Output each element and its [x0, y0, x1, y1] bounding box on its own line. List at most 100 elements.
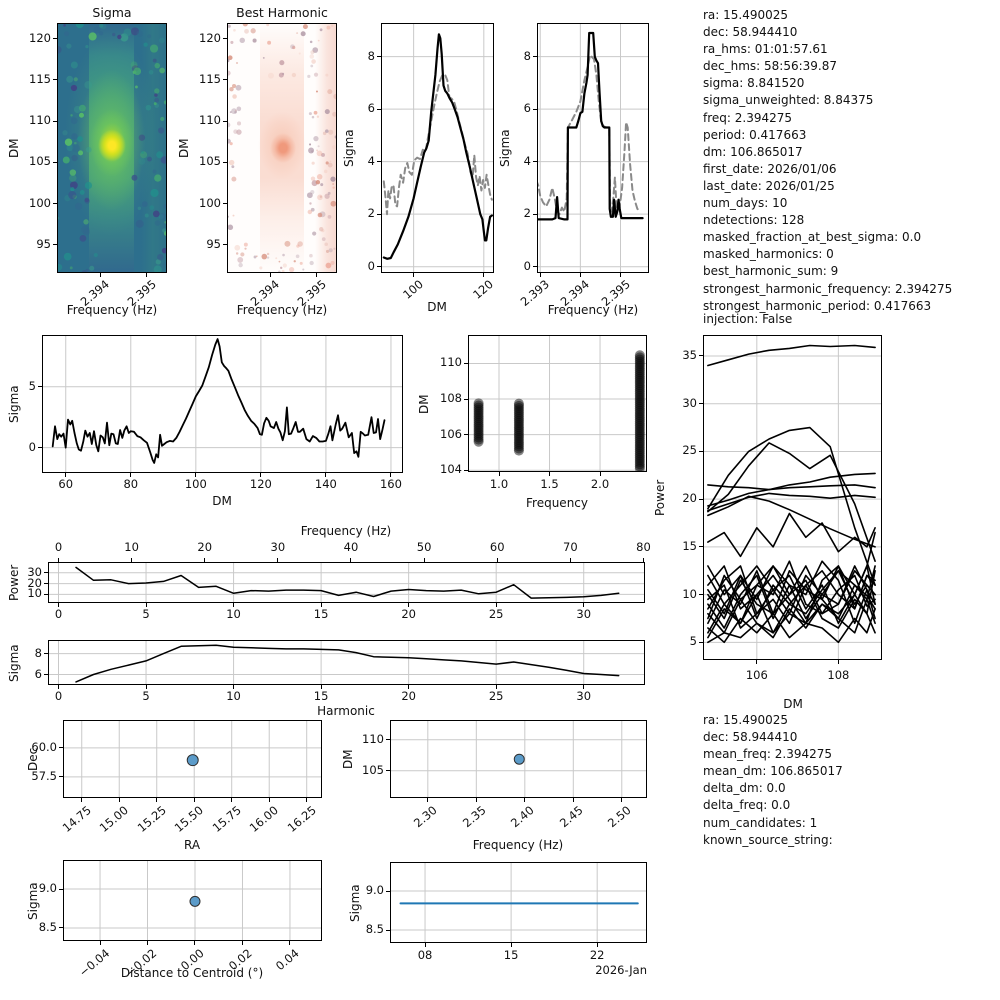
y-tick-mark	[44, 674, 48, 676]
y-tick-mark	[223, 79, 227, 81]
info-line: masked_fraction_at_best_sigma: 0.0	[703, 230, 922, 245]
y-tick-mark	[223, 203, 227, 205]
x-tick-label: 2.50	[605, 803, 634, 831]
x-tick-label: 2.30	[411, 803, 440, 831]
x-tick-mark	[147, 941, 148, 945]
top-tick-mark	[204, 558, 206, 562]
y-tick-mark	[59, 747, 63, 749]
y-axis-label: Power	[7, 564, 21, 601]
info-line: sigma: 8.841520	[703, 76, 805, 91]
info-line: last_date: 2026/01/25	[703, 178, 835, 193]
y-tick-label: 108	[440, 391, 462, 406]
x-tick-mark	[495, 685, 497, 689]
plot-canvas	[390, 720, 647, 798]
top-tick-mark	[277, 558, 279, 562]
y-axis-label: Dec	[26, 747, 40, 771]
x-tick-mark	[427, 798, 429, 802]
y-tick-label: 30	[682, 395, 697, 410]
info-line: mean_dm: 106.865017	[703, 764, 843, 779]
y-tick-label: 95	[206, 236, 221, 251]
y-tick-label: 104	[440, 462, 462, 477]
y-tick-label: 9.0	[365, 883, 384, 898]
candidate-info-text: ra: 15.490025 dec: 58.944410 ra_hms: 01:01…	[703, 7, 952, 315]
x-tick-mark	[539, 273, 541, 277]
y-tick-label: 110	[362, 731, 384, 746]
x-tick-mark	[495, 603, 497, 607]
x-axis-label: Distance to Centroid (°)	[120, 966, 264, 980]
x-tick-mark	[260, 473, 262, 477]
info-line: ra: 15.490025	[703, 713, 789, 727]
y-tick-mark	[59, 927, 63, 929]
y-tick-label: 15	[682, 538, 697, 553]
x-tick-mark	[413, 273, 415, 277]
x-tick-label: 15	[313, 689, 329, 703]
y-tick-label: 8.5	[38, 919, 57, 934]
y-tick-label: 30	[27, 564, 42, 579]
y-tick-mark	[44, 572, 48, 574]
plot-sigma-map	[57, 23, 167, 273]
y-axis-label: DM	[177, 138, 191, 158]
x-tick-label: 2.40	[508, 803, 537, 831]
y-tick-mark	[38, 386, 42, 388]
x-tick-label: 15.75	[209, 803, 244, 835]
y-tick-mark	[223, 244, 227, 246]
info-line: num_candidates: 1	[703, 815, 818, 830]
y-tick-label: 120	[199, 30, 221, 45]
x-tick-mark	[619, 273, 621, 277]
x-tick-mark	[837, 660, 839, 664]
x-tick-label: 20	[401, 689, 416, 703]
plot-canvas	[57, 23, 167, 273]
info-line: known_source_string:	[703, 832, 837, 847]
y-tick-label: 4	[523, 153, 531, 168]
y-tick-label: 10	[682, 586, 697, 601]
x-tick-mark	[81, 798, 83, 802]
y-tick-mark	[386, 890, 390, 892]
x-tick-label: 160	[379, 477, 402, 491]
y-tick-label: 105	[199, 154, 221, 169]
x-tick-label: 5	[142, 607, 150, 621]
y-tick-mark	[377, 108, 381, 110]
y-tick-mark	[38, 447, 42, 449]
y-tick-label: 20	[27, 575, 42, 590]
y-tick-label: 57.5	[31, 768, 57, 783]
y-tick-mark	[223, 120, 227, 122]
y-tick-mark	[699, 498, 703, 500]
x-tick-label: 10	[226, 607, 241, 621]
y-axis-label: Sigma	[348, 883, 362, 922]
y-tick-label: 60.0	[31, 739, 57, 754]
plot-canvas	[381, 23, 494, 273]
x-tick-label: 106	[745, 668, 768, 682]
y-tick-mark	[386, 739, 390, 741]
axis-corner-label: 2026-Jan	[595, 963, 647, 977]
y-tick-mark	[533, 213, 537, 215]
x-tick-label: 80	[123, 477, 139, 491]
x-axis-label: Frequency (Hz)	[236, 303, 328, 317]
x-tick-mark	[320, 685, 322, 689]
y-tick-mark	[699, 546, 703, 548]
top-tick-label: 40	[343, 540, 359, 554]
x-tick-mark	[194, 941, 196, 945]
x-tick-label: 20	[401, 607, 416, 621]
info-line: first_date: 2026/01/06	[703, 161, 837, 176]
info-line: dm: 106.865017	[703, 144, 803, 159]
y-tick-label: 20	[682, 491, 697, 506]
y-axis-label: Sigma	[498, 129, 512, 167]
info-line: masked_harmonics: 0	[703, 247, 834, 262]
y-tick-label: 5	[28, 378, 36, 393]
y-tick-mark	[223, 161, 227, 163]
y-tick-label: 100	[29, 195, 51, 210]
y-tick-label: 0	[367, 258, 375, 273]
plot-sigma-vs-dm-small	[381, 23, 494, 273]
top-tick-label: 30	[270, 540, 286, 554]
plot-sigma-vs-dm-wide	[42, 335, 403, 473]
y-tick-label: 95	[36, 236, 51, 251]
y-tick-mark	[533, 161, 537, 163]
x-tick-mark	[130, 473, 132, 477]
y-tick-label: 8.5	[365, 922, 384, 937]
plot-power-vs-dm	[703, 335, 882, 660]
y-tick-mark	[464, 398, 468, 400]
info-line: freq: 2.394275	[703, 110, 793, 125]
top-tick-mark	[131, 558, 133, 562]
y-tick-mark	[386, 770, 390, 772]
